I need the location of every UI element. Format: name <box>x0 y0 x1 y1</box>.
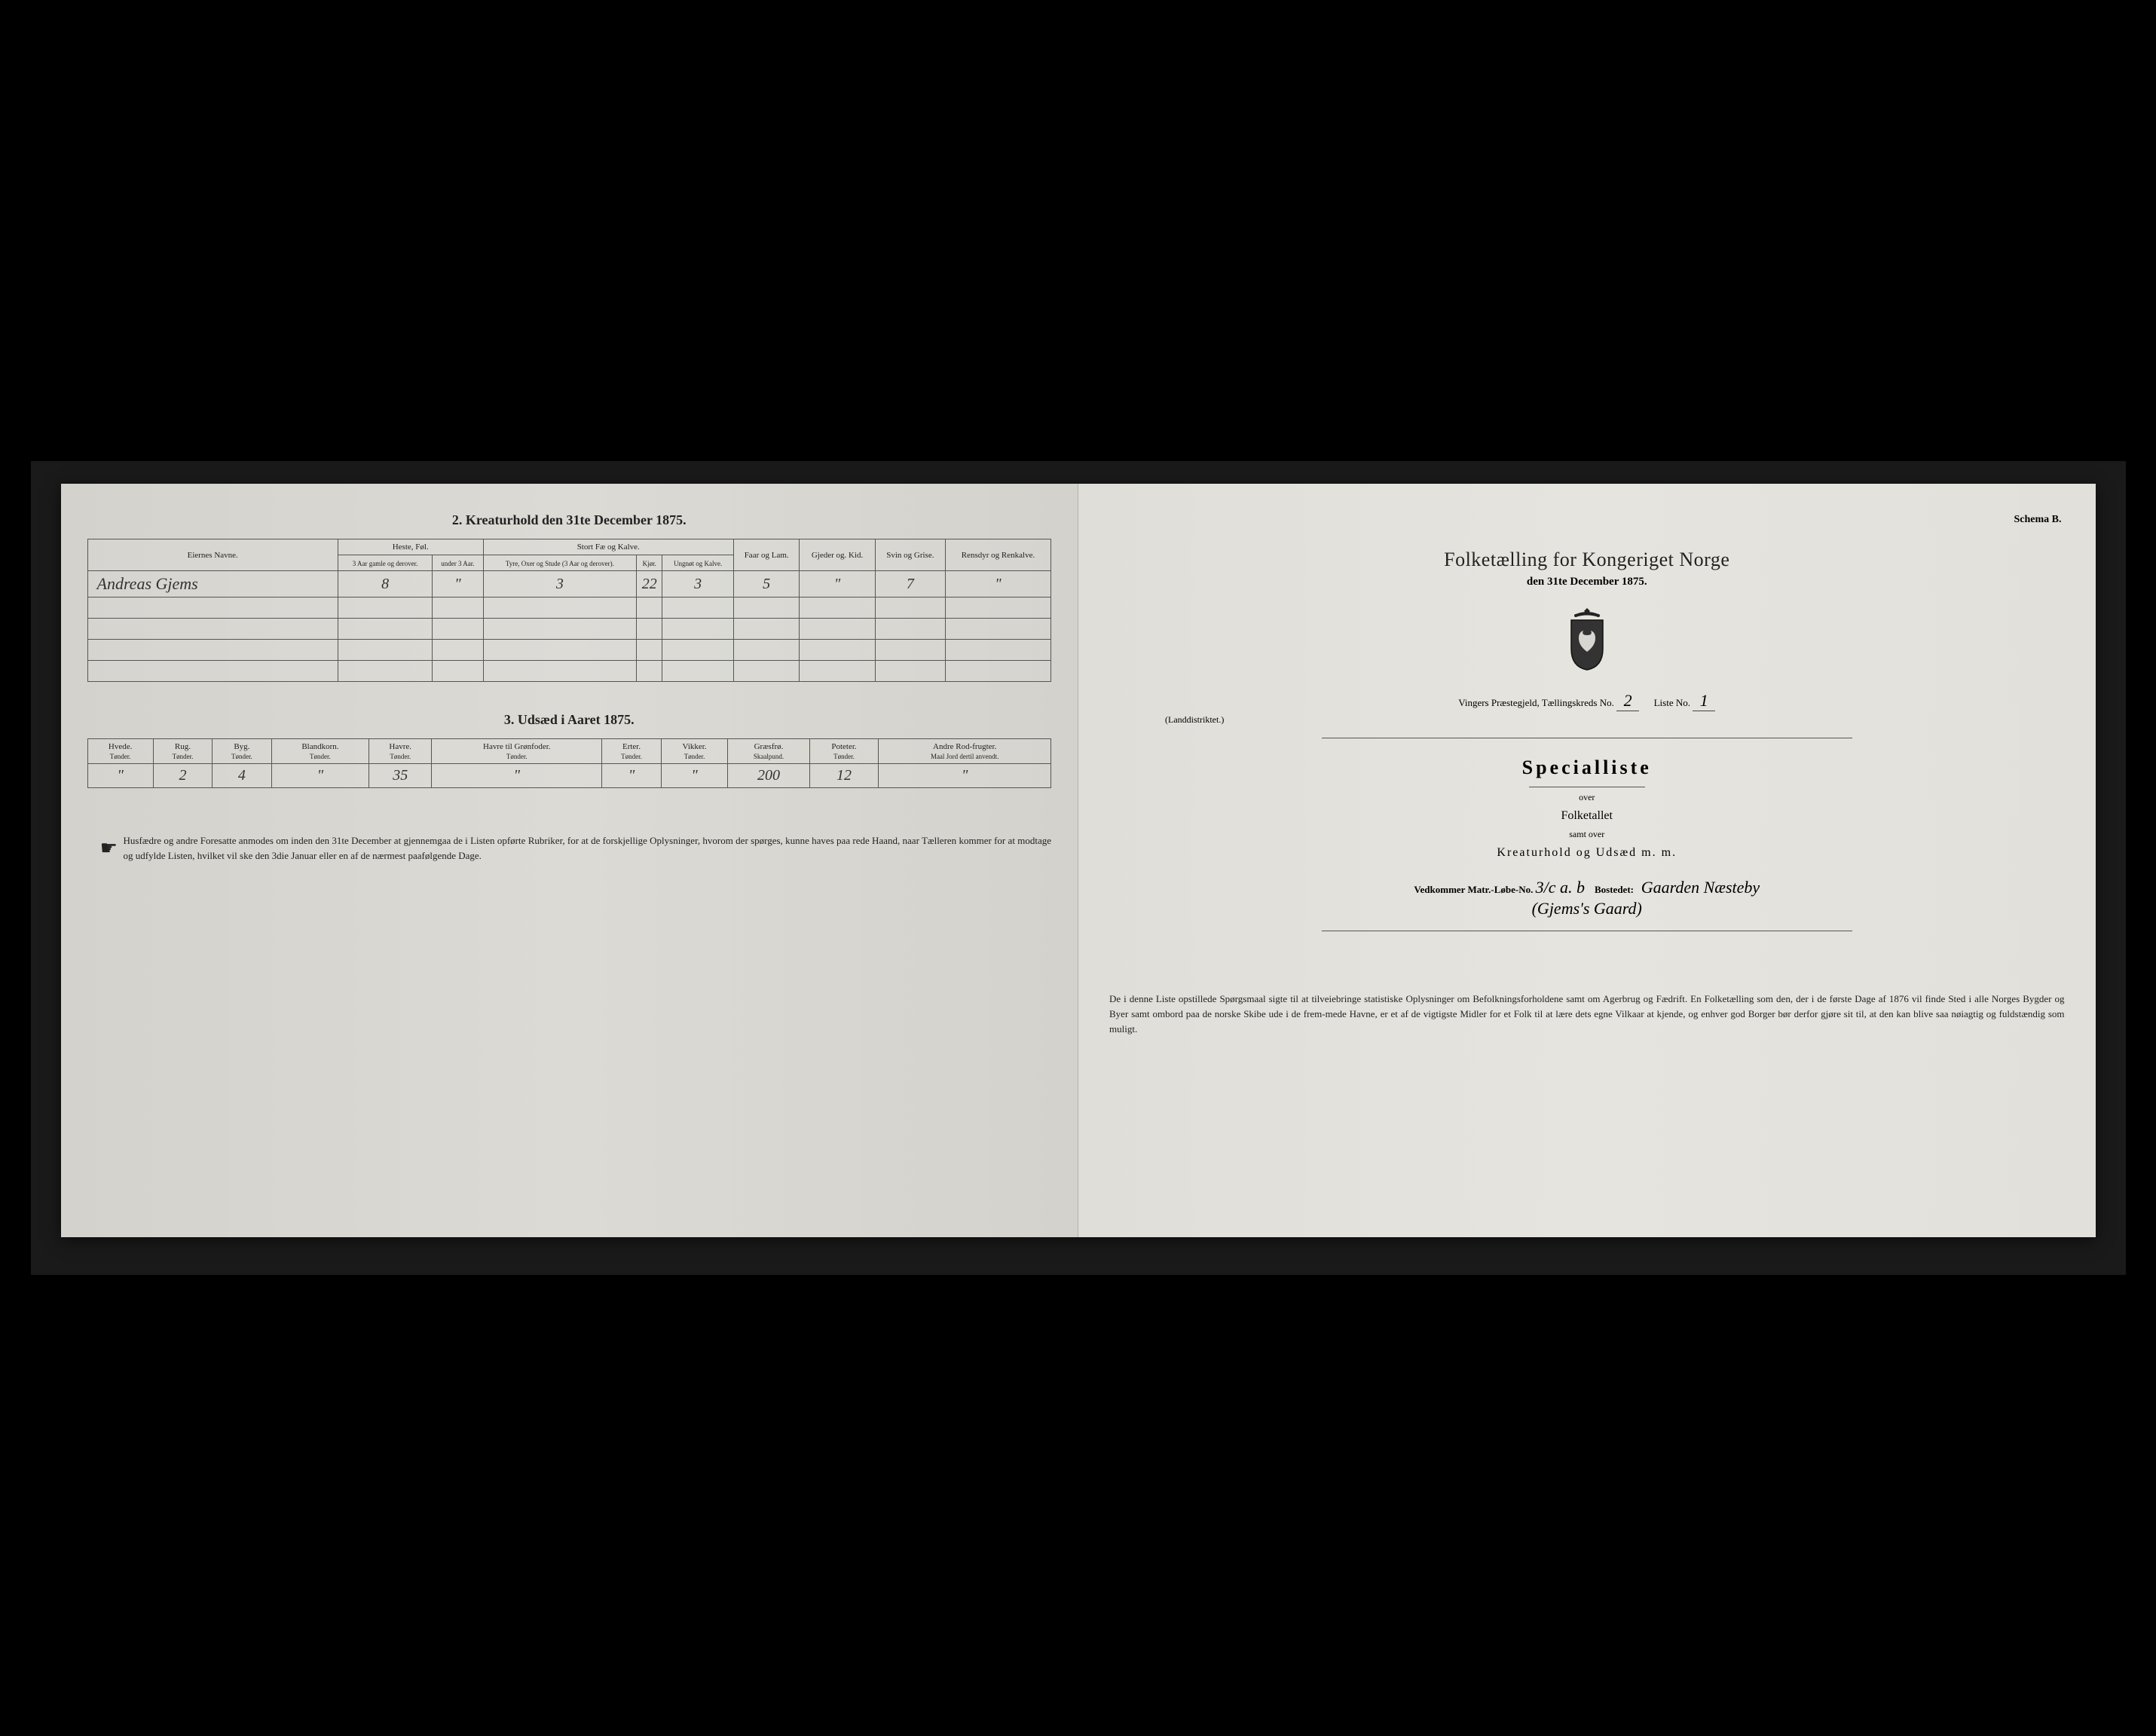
col-stort-sub3: Ungnøt og Kalve. <box>662 555 734 571</box>
main-title: Folketælling for Kongeriget Norge <box>1105 549 2069 571</box>
col-rensdyr: Rensdyr og Renkalve. <box>945 539 1050 571</box>
district-number: 2 <box>1616 691 1639 711</box>
col-havre-gron: Havre til Grønfoder.Tønder. <box>432 739 602 764</box>
table-row-empty <box>87 598 1051 619</box>
col-heste-sub1: 3 Aar gamle og derover. <box>338 555 432 571</box>
udsaed-table: Hvede.Tønder. Rug.Tønder. Byg.Tønder. Bl… <box>87 738 1052 788</box>
cell: " <box>432 764 602 788</box>
col-heste: Heste, Føl. <box>338 539 483 555</box>
sub-title: den 31te December 1875. <box>1105 576 2069 588</box>
col-heste-sub2: under 3 Aar. <box>433 555 483 571</box>
cell: " <box>433 571 483 598</box>
cell: 200 <box>728 764 809 788</box>
col-gjeder: Gjeder og. Kid. <box>800 539 875 571</box>
col-svin: Svin og Grise. <box>875 539 945 571</box>
col-stort-sub1: Tyre, Oxer og Stude (3 Aar og derover). <box>483 555 637 571</box>
cell: " <box>800 571 875 598</box>
district-sub: (Landdistriktet.) <box>1105 714 2069 726</box>
col-andre: Andre Rod-frugter.Maal Jord dertil anven… <box>879 739 1051 764</box>
vedkommer-line: Vedkommer Matr.-Løbe-No. 3/c a. b Bosted… <box>1105 878 2069 897</box>
col-blandkorn: Blandkorn.Tønder. <box>271 739 369 764</box>
cell: " <box>602 764 661 788</box>
bosted-value: Gaarden Næsteby <box>1641 878 1760 897</box>
cell: 8 <box>338 571 432 598</box>
schema-label: Schema B. <box>1105 514 2069 526</box>
col-graesfro: Græsfrø.Skaalpund. <box>728 739 809 764</box>
col-faar: Faar og Lam. <box>733 539 799 571</box>
left-footnote: ☚ Husfædre og andre Foresatte anmodes om… <box>87 833 1052 863</box>
cell: 5 <box>733 571 799 598</box>
cell: 12 <box>809 764 879 788</box>
coat-of-arms-icon <box>1561 607 1613 671</box>
col-havre: Havre.Tønder. <box>369 739 432 764</box>
col-poteter: Poteter.Tønder. <box>809 739 879 764</box>
cell: 2 <box>153 764 212 788</box>
folketallet-label: Folketallet <box>1105 809 2069 823</box>
cell: " <box>271 764 369 788</box>
owner-cell: Andreas Gjems <box>87 571 338 598</box>
col-owner: Eiernes Navne. <box>87 539 338 571</box>
col-rug: Rug.Tønder. <box>153 739 212 764</box>
left-footnote-text: Husfædre og andre Foresatte anmodes om i… <box>124 833 1052 863</box>
section2-title: 2. Kreaturhold den 31te December 1875. <box>87 512 1052 528</box>
col-vikker: Vikker.Tønder. <box>661 739 728 764</box>
table-row: Andreas Gjems 8 " 3 22 3 5 " 7 " <box>87 571 1051 598</box>
table-row-empty <box>87 640 1051 661</box>
matr-lobe-no: 3/c a. b <box>1536 878 1585 897</box>
cell: 35 <box>369 764 432 788</box>
cell: " <box>945 571 1050 598</box>
col-hvede: Hvede.Tønder. <box>87 739 153 764</box>
cell: " <box>87 764 153 788</box>
col-erter: Erter.Tønder. <box>602 739 661 764</box>
left-page: 2. Kreaturhold den 31te December 1875. E… <box>61 484 1079 1237</box>
kreaturhold-table: Eiernes Navne. Heste, Føl. Stort Fæ og K… <box>87 539 1052 682</box>
col-byg: Byg.Tønder. <box>213 739 271 764</box>
col-stort-sub2: Kjør. <box>637 555 662 571</box>
book-spread: 2. Kreaturhold den 31te December 1875. E… <box>61 484 2096 1237</box>
right-page: Schema B. Folketælling for Kongeriget No… <box>1078 484 2096 1237</box>
right-footnote: De i denne Liste opstillede Spørgsmaal s… <box>1105 992 2069 1037</box>
bosted-value-2: (Gjems's Gaard) <box>1105 899 2069 918</box>
table-row-empty <box>87 661 1051 682</box>
cell: " <box>661 764 728 788</box>
specialliste-title: Specialliste <box>1105 756 2069 779</box>
liste-number: 1 <box>1693 691 1715 711</box>
cell: 22 <box>637 571 662 598</box>
kreaturhold-label: Kreaturhold og Udsæd m. m. <box>1105 846 2069 860</box>
district-line: Vingers Præstegjeld, Tællingskreds No. 2… <box>1105 691 2069 711</box>
samt-label: samt over <box>1105 829 2069 840</box>
over-label: over <box>1105 792 2069 803</box>
cell: 3 <box>483 571 637 598</box>
cell: " <box>879 764 1051 788</box>
cell: 4 <box>213 764 271 788</box>
scan-frame: 2. Kreaturhold den 31te December 1875. E… <box>31 461 2126 1275</box>
table-row-empty <box>87 619 1051 640</box>
table-row: " 2 4 " 35 " " " 200 12 " <box>87 764 1051 788</box>
cell: 7 <box>875 571 945 598</box>
col-stort: Stort Fæ og Kalve. <box>483 539 733 555</box>
section3-title: 3. Udsæd i Aaret 1875. <box>87 712 1052 728</box>
cell: 3 <box>662 571 734 598</box>
pointing-hand-icon: ☚ <box>87 833 118 863</box>
